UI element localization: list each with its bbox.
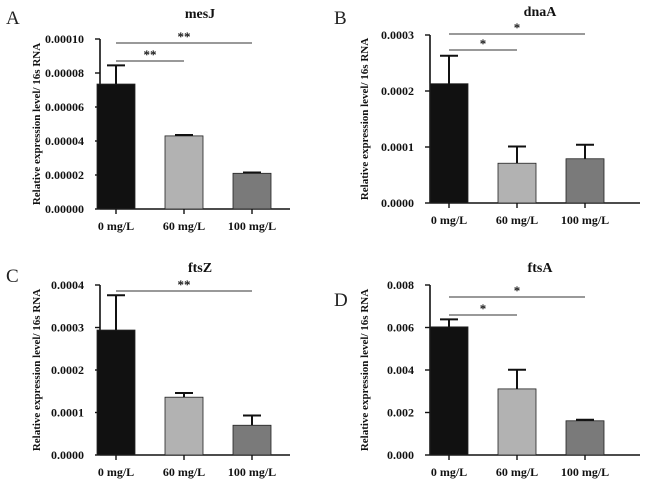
bar	[565, 420, 605, 456]
x-tick-label: 0 mg/L	[98, 219, 134, 233]
chart-title: ftsZ	[188, 261, 212, 276]
bar	[429, 83, 469, 204]
bar	[96, 83, 136, 210]
y-tick-label: 0.00008	[45, 66, 84, 80]
x-tick-label: 60 mg/L	[496, 213, 538, 227]
panel-letter: C	[6, 266, 19, 287]
bar	[164, 135, 204, 210]
y-tick-label: 0.0001	[51, 406, 84, 420]
bar	[232, 424, 272, 456]
x-tick-label: 60 mg/L	[163, 465, 205, 479]
y-tick-label: 0.000	[387, 448, 414, 462]
y-axis-label: Relative expression level/ 16s RNA	[31, 43, 43, 205]
x-tick-label: 100 mg/L	[561, 465, 609, 479]
x-tick-label: 60 mg/L	[163, 219, 205, 233]
bar	[164, 396, 204, 456]
bar	[565, 158, 605, 204]
panel-letter: B	[334, 8, 347, 29]
y-tick-label: 0.006	[387, 321, 414, 335]
y-tick-label: 0.00006	[45, 100, 84, 114]
significance-label: *	[480, 301, 487, 316]
y-tick-label: 0.0002	[51, 363, 84, 377]
y-tick-label: 0.0001	[381, 140, 414, 154]
chart-title: ftsA	[528, 261, 554, 276]
panel-letter: D	[334, 290, 348, 311]
y-tick-label: 0.00004	[45, 134, 84, 148]
y-tick-label: 0.004	[387, 363, 414, 377]
y-axis-label: Relative expression level/ 16s RNA	[359, 289, 371, 451]
panel-letter: A	[6, 8, 20, 29]
bar	[497, 388, 537, 456]
y-tick-label: 0.00010	[45, 32, 84, 46]
bar	[497, 162, 537, 204]
bar	[429, 326, 469, 456]
y-tick-label: 0.0000	[381, 196, 414, 210]
significance-label: **	[144, 47, 157, 62]
y-tick-label: 0.0004	[51, 278, 84, 292]
x-tick-label: 100 mg/L	[561, 213, 609, 227]
x-tick-label: 60 mg/L	[496, 465, 538, 479]
y-tick-label: 0.00000	[45, 202, 84, 216]
chart-title: mesJ	[185, 7, 215, 22]
x-tick-label: 0 mg/L	[431, 465, 467, 479]
y-tick-label: 0.0000	[51, 448, 84, 462]
y-tick-label: 0.00002	[45, 168, 84, 182]
x-tick-label: 0 mg/L	[431, 213, 467, 227]
bar	[96, 329, 136, 456]
significance-label: *	[514, 283, 521, 298]
significance-label: *	[480, 36, 487, 51]
x-tick-label: 0 mg/L	[98, 465, 134, 479]
significance-label: **	[178, 277, 191, 292]
y-tick-label: 0.002	[387, 406, 414, 420]
significance-label: *	[514, 20, 521, 35]
y-tick-label: 0.0003	[381, 28, 414, 42]
x-tick-label: 100 mg/L	[228, 219, 276, 233]
significance-label: **	[178, 29, 191, 44]
y-tick-label: 0.0002	[381, 84, 414, 98]
y-tick-label: 0.008	[387, 278, 414, 292]
y-axis-label: Relative expression level/ 16s RNA	[31, 289, 43, 451]
x-tick-label: 100 mg/L	[228, 465, 276, 479]
y-tick-label: 0.0003	[51, 321, 84, 335]
bar	[232, 172, 272, 210]
y-axis-label: Relative expression level/ 16s RNA	[359, 38, 371, 200]
chart-title: dnaA	[524, 5, 558, 20]
